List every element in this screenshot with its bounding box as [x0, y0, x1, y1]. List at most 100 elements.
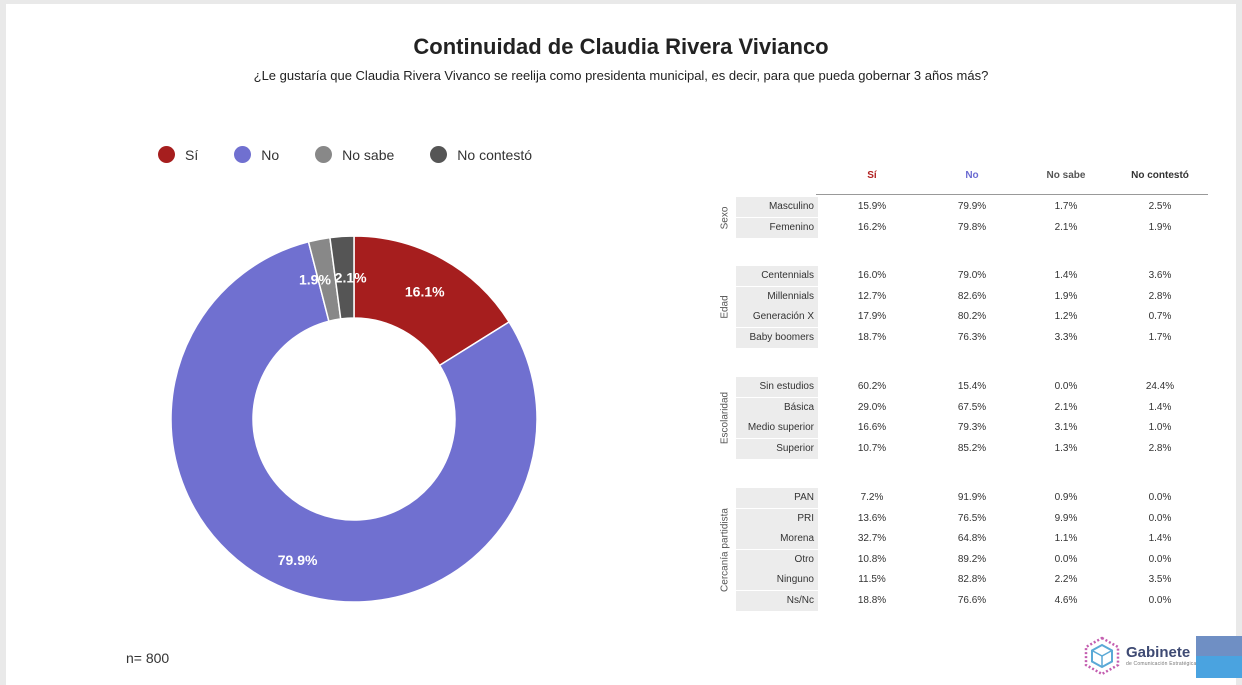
donut-slice	[329, 235, 355, 320]
table-cell: 3.6%	[1148, 270, 1172, 281]
table-cell: 64.8%	[957, 533, 987, 545]
table-cell: 79.9%	[957, 201, 987, 212]
table-cell: 91.9%	[957, 492, 987, 503]
table-cell: 9.9%	[1054, 512, 1078, 524]
table-cell: 13.6%	[857, 512, 887, 524]
table-cell: 3.5%	[1148, 574, 1172, 586]
legend-swatch	[315, 146, 333, 163]
table-cell: 17.9%	[857, 311, 887, 323]
table-cell: 1.3%	[1054, 442, 1078, 454]
legend-label: No contestó	[457, 146, 533, 163]
table-cell: 0.0%	[1054, 381, 1078, 392]
table-cell: 10.7%	[857, 442, 887, 454]
legend-label: No	[261, 146, 280, 163]
table-cell: 1.9%	[1148, 221, 1172, 233]
table-cell: 80.2%	[957, 311, 987, 323]
table-cell: 3.1%	[1054, 422, 1078, 434]
chart-legend: Sí No No sabe No contestó	[158, 146, 568, 163]
table-cell: 2.1%	[1054, 401, 1078, 413]
row-label: Medio superior	[736, 418, 818, 439]
table-cell: 18.8%	[857, 595, 887, 606]
gabinete-logo: Gabinete de Comunicación Estratégica	[1082, 636, 1196, 676]
legend-swatch	[430, 146, 448, 163]
table-cell: 0.9%	[1054, 492, 1078, 503]
table-cell: 79.0%	[957, 270, 987, 281]
slice-data-label: 1.9%	[299, 272, 331, 288]
table-cell: 2.8%	[1148, 442, 1172, 454]
table-cell: 76.3%	[957, 331, 987, 343]
legend-item: No	[234, 146, 279, 163]
legend-item: No contestó	[430, 146, 532, 163]
row-label: Millennials	[736, 286, 818, 307]
slice-data-label: 2.1%	[335, 269, 367, 285]
legend-item: Sí	[158, 146, 198, 163]
table-cell: 79.3%	[957, 422, 987, 434]
logo-name: Gabinete	[1126, 644, 1191, 661]
table-cell: 0.0%	[1054, 553, 1078, 565]
table-cell: 12.7%	[857, 290, 887, 302]
corner-accent-bar-top	[1196, 636, 1242, 656]
row-label: Baby boomers	[736, 327, 818, 348]
table-cell: 16.0%	[857, 270, 887, 281]
table-cell: 1.2%	[1054, 311, 1078, 323]
table-cell: 0.0%	[1148, 595, 1172, 606]
table-cell: 0.0%	[1148, 512, 1172, 524]
table-cell: 1.7%	[1054, 201, 1078, 212]
row-label: PAN	[736, 488, 818, 508]
table-cell: 4.6%	[1054, 595, 1078, 606]
table-cell: 16.6%	[857, 422, 887, 434]
table-cell: 76.6%	[957, 595, 987, 606]
slice-data-label: 79.9%	[278, 552, 318, 568]
table-cell: 85.2%	[957, 442, 987, 454]
table-cell: 24.4%	[1145, 381, 1175, 392]
table-cell: 11.5%	[858, 574, 886, 586]
table-cell: 0.0%	[1148, 492, 1172, 503]
table-cell: 76.5%	[957, 512, 987, 524]
table-cell: 2.8%	[1148, 290, 1172, 302]
chart-subtitle: ¿Le gustaría que Claudia Rivera Vivanco …	[253, 68, 989, 83]
table-cell: 15.9%	[857, 201, 887, 212]
table-cell: 18.7%	[857, 331, 887, 343]
table-cell: 1.9%	[1054, 290, 1078, 302]
table-cell: 29.0%	[857, 401, 887, 413]
column-header: Sí	[867, 170, 877, 181]
legend-label: Sí	[185, 146, 199, 163]
table-cell: 79.8%	[957, 221, 987, 233]
hexagon-cube-logo-icon	[1084, 636, 1120, 676]
table-cell: 32.7%	[857, 533, 887, 545]
legend-item: No sabe	[315, 146, 394, 163]
logo-subtitle: de Comunicación Estratégica	[1126, 661, 1197, 667]
table-cell: 89.2%	[957, 553, 987, 565]
slice-data-label: 16.1%	[405, 283, 445, 299]
row-label: Masculino	[736, 197, 818, 217]
row-label: Generación X	[736, 307, 818, 328]
table-cell: 1.0%	[1148, 422, 1172, 434]
group-label: Cercanía partidista	[719, 507, 731, 592]
table-cell: 1.7%	[1148, 331, 1172, 343]
table-cell: 82.6%	[957, 290, 987, 302]
table-cell: 7.2%	[860, 492, 884, 503]
legend-label: No sabe	[342, 146, 395, 163]
row-label: Básica	[736, 397, 818, 418]
crosstab-table: Sí No No sabe No contestó Sexo Masculino 15.9%…	[702, 164, 1212, 624]
row-label: Centennials	[736, 266, 818, 286]
row-label: Sin estudios	[736, 377, 818, 397]
column-header: No contestó	[1131, 170, 1189, 181]
row-label: Otro	[736, 549, 818, 570]
table-cell: 0.0%	[1148, 553, 1172, 565]
donut-slice	[170, 240, 538, 603]
row-label: Ninguno	[736, 570, 818, 591]
row-label: Femenino	[736, 217, 818, 238]
column-header: No	[965, 170, 979, 181]
table-cell: 1.1%	[1054, 533, 1078, 545]
legend-swatch	[234, 146, 252, 163]
table-cell: 1.4%	[1148, 401, 1172, 413]
table-cell: 2.1%	[1054, 221, 1078, 233]
table-cell: 60.2%	[857, 381, 887, 392]
table-cell: 67.5%	[957, 401, 987, 413]
header-divider	[816, 194, 1208, 195]
chart-page: Continuidad de Claudia Rivera Vivianco ¿…	[6, 4, 1236, 685]
table-cell: 10.8%	[857, 553, 887, 565]
column-header: No sabe	[1046, 170, 1086, 181]
table-cell: 3.3%	[1054, 331, 1078, 343]
